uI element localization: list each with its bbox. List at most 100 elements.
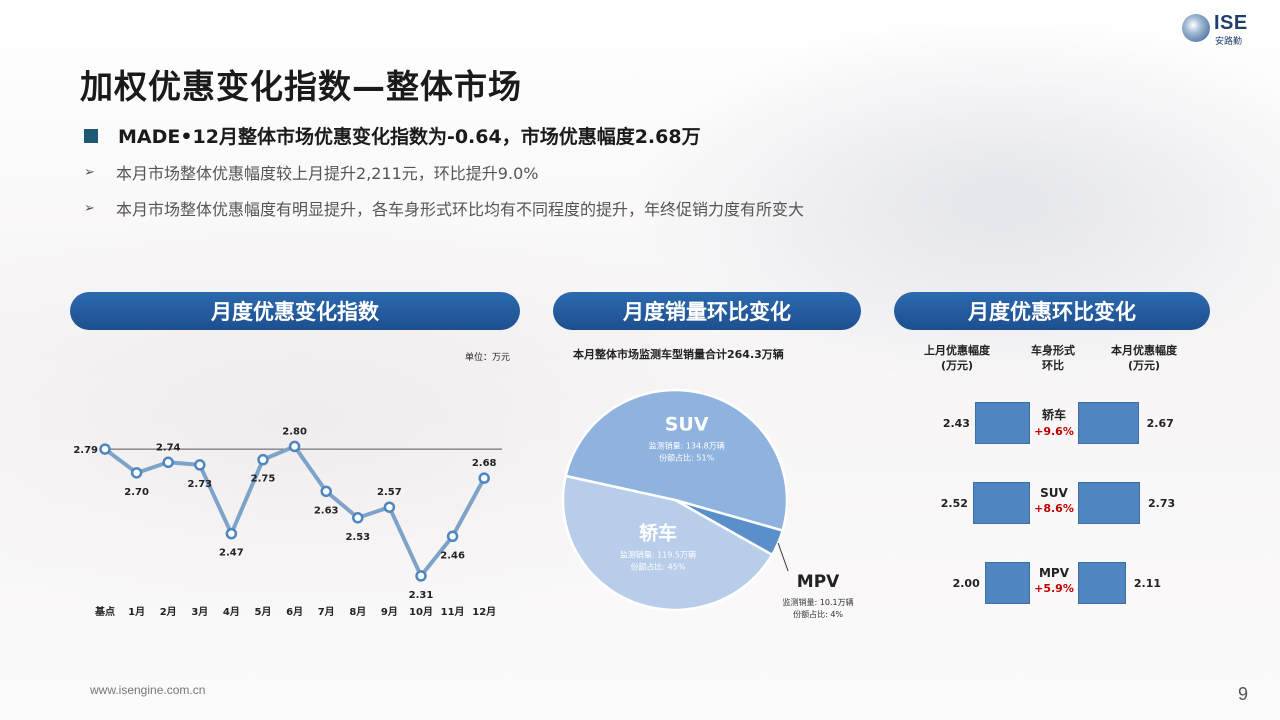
x-tick-label: 9月: [381, 606, 398, 618]
x-tick-label: 3月: [191, 606, 208, 618]
pie-label: SUV: [665, 414, 709, 436]
bullet-1: ➢ 本月市场整体优惠幅度较上月提升2,211元，环比提升9.0%: [84, 160, 538, 184]
bars-header-right: 本月优惠幅度 (万元): [1102, 343, 1186, 373]
value-label-this-month: 2.73: [1148, 497, 1176, 510]
x-tick-label: 6月: [286, 606, 303, 618]
footer-url: www.isengine.com.cn: [90, 683, 206, 697]
panel-header-bars: 月度优惠环比变化: [894, 292, 1210, 330]
value-label-last-month: 2.52: [940, 497, 968, 510]
data-point: [130, 467, 143, 479]
panel-header-pie: 月度销量环比变化: [553, 292, 861, 330]
x-tick-label: 2月: [160, 606, 177, 618]
unit-note: 单位：万元: [465, 353, 511, 363]
data-label: 2.79: [73, 445, 98, 456]
x-tick-label: 12月: [472, 606, 496, 618]
data-label: 2.68: [472, 458, 497, 469]
bullet-2-text: 本月市场整体优惠幅度有明显提升，各车身形式环比均有不同程度的提升，年终促销力度有…: [116, 200, 805, 219]
change-label: +5.9%: [1034, 582, 1074, 595]
x-tick-label: 11月: [441, 606, 465, 618]
bar-last-month: [974, 402, 1030, 444]
pie-label: 轿车: [639, 521, 677, 544]
bar-last-month: [984, 562, 1030, 604]
data-label: 2.31: [409, 590, 434, 601]
pie-slice: [561, 474, 774, 612]
panel-header-line: 月度优惠变化指数: [70, 292, 520, 330]
x-tick-label: 1月: [128, 606, 145, 618]
logo-cn: 安路勤: [1215, 37, 1243, 47]
bar-this-month: [1078, 482, 1140, 524]
x-tick-label: 基点: [94, 605, 115, 618]
category-label: MPV: [1038, 566, 1070, 580]
category-label: SUV: [1040, 486, 1068, 500]
data-point: [99, 443, 111, 455]
data-point: [446, 530, 459, 543]
change-label: +9.6%: [1034, 425, 1074, 438]
page-title: 加权优惠变化指数—整体市场: [80, 67, 522, 106]
x-tick-label: 8月: [349, 606, 366, 618]
pie-label: 监测销量: 10.1万辆: [783, 597, 854, 607]
square-bullet-icon: [84, 128, 98, 143]
headline: MADE•12月整体市场优惠变化指数为-0.64，市场优惠幅度2.68万: [84, 122, 701, 149]
data-point: [320, 485, 332, 498]
pie-label: 监测销量: 134.8万辆: [649, 441, 725, 451]
data-point: [383, 501, 396, 513]
bars-header-mid-1: 车身形式: [1031, 344, 1075, 357]
data-label: 2.63: [314, 505, 339, 516]
arrow-bullet-icon: ➢: [84, 164, 95, 180]
data-label: 2.75: [251, 474, 276, 485]
category-label: 轿车: [1041, 408, 1066, 422]
page-number: 9: [1238, 684, 1249, 704]
data-label: 2.47: [219, 548, 244, 559]
data-point: [194, 459, 206, 471]
category-cell: MPV +5.9%: [1024, 566, 1084, 595]
bars-header-left-2: (万元): [940, 359, 974, 372]
bar-this-month: [1078, 562, 1126, 604]
data-point: [225, 527, 238, 540]
bars-header-right-2: (万元): [1127, 359, 1161, 372]
data-label: 2.53: [345, 532, 370, 543]
x-tick-label: 4月: [223, 606, 240, 618]
ise-logo: ISE 安路勤: [1182, 12, 1262, 47]
bars-header-mid-2: 环比: [1042, 359, 1064, 372]
data-label: 2.70: [124, 487, 149, 498]
category-cell: 轿车 +9.6%: [1024, 406, 1084, 438]
bullet-2: ➢ 本月市场整体优惠幅度有明显提升，各车身形式环比均有不同程度的提升，年终促销力…: [84, 196, 804, 220]
category-cell: SUV +8.6%: [1024, 486, 1084, 515]
pie-label: MPV: [797, 572, 840, 592]
bar-this-month: [1078, 402, 1139, 444]
bars-header-mid: 车身形式 环比: [1018, 343, 1088, 373]
pie-label: 份额占比: 45%: [630, 561, 685, 571]
value-label-last-month: 2.00: [952, 577, 980, 590]
value-label-last-month: 2.43: [942, 417, 970, 430]
change-label: +8.6%: [1034, 502, 1074, 515]
data-point: [415, 570, 427, 582]
bars-header-right-1: 本月优惠幅度: [1111, 344, 1177, 357]
headline-text: MADE•12月整体市场优惠变化指数为-0.64，市场优惠幅度2.68万: [118, 126, 701, 148]
value-label-this-month: 2.67: [1146, 417, 1174, 430]
data-label: 2.80: [282, 426, 307, 437]
arrow-bullet-icon: ➢: [84, 200, 95, 216]
pie-label: 份额占比: 51%: [659, 453, 714, 463]
series-line: [103, 444, 486, 578]
x-tick-label: 10月: [409, 606, 433, 618]
pie-label: 份额占比: 4%: [793, 609, 843, 619]
line-chart: 2.79 2.70 2.74 2.73 2.47 2.75 2.80 2.63 2.53 2.57…: [73, 426, 502, 618]
data-point: [257, 453, 269, 466]
logo-icon: [1182, 14, 1210, 42]
bars-header-left: 上月优惠幅度 (万元): [915, 343, 999, 373]
data-label: 2.46: [440, 550, 465, 561]
pie-leader-line: [777, 542, 789, 572]
pie-note: 本月整体市场监测车型销量合计264.3万辆: [573, 348, 784, 361]
pie-slice: [564, 388, 789, 533]
data-label: 2.73: [187, 479, 212, 490]
bar-last-month: [972, 482, 1030, 524]
x-tick-label: 5月: [255, 606, 272, 618]
data-label: 2.74: [156, 442, 181, 453]
data-point: [352, 512, 364, 524]
logo-mark: ISE: [1214, 12, 1248, 34]
data-label: 2.57: [377, 487, 402, 498]
pie-label: 监测销量: 119.5万辆: [620, 549, 696, 559]
bullet-1-text: 本月市场整体优惠幅度较上月提升2,211元，环比提升9.0%: [116, 164, 539, 183]
data-point: [162, 456, 174, 469]
